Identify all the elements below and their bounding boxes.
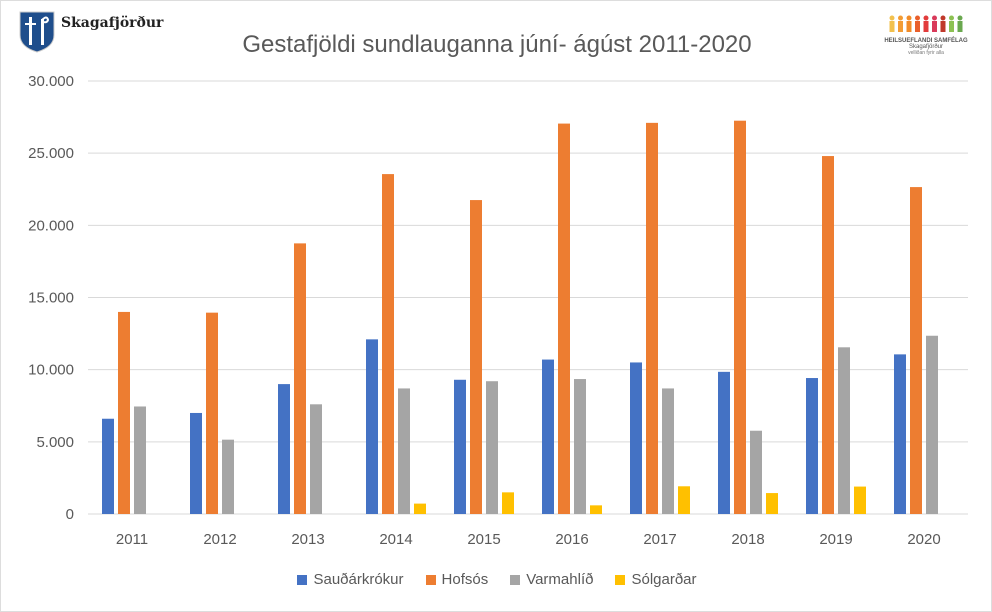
chart-title: Gestafjöldi sundlauganna júní- ágúst 201… <box>242 31 752 58</box>
logo-line: HEILSUEFLANDI SAMFÉLAG <box>884 38 968 44</box>
bar-sauðárkrókur <box>190 412 202 514</box>
people-icon <box>889 15 963 32</box>
x-tick-label: 2018 <box>731 531 764 548</box>
bar-varmahlíð <box>750 430 762 514</box>
bar-sólgarðar <box>414 503 426 514</box>
x-tick-label: 2015 <box>467 531 500 548</box>
y-tick-label: 15.000 <box>28 290 74 307</box>
bar-varmahlíð <box>486 381 498 514</box>
bar-varmahlíð <box>310 404 322 514</box>
logo-text: Skagafjörður <box>61 15 164 31</box>
skagafjordur-logo: Skagafjörður <box>19 11 163 53</box>
x-tick-label: 2013 <box>291 531 324 548</box>
bar-sauðárkrókur <box>542 359 554 514</box>
legend-swatch <box>615 574 626 585</box>
x-tick-label: 2017 <box>643 531 676 548</box>
bar-sauðárkrókur <box>630 362 642 514</box>
bar-hofsós <box>470 200 482 514</box>
bar-sauðárkrókur <box>718 371 730 514</box>
bar-varmahlíð <box>398 388 410 514</box>
x-tick-label: 2011 <box>116 531 148 548</box>
y-tick-label: 30.000 <box>28 73 74 90</box>
bar-sólgarðar <box>502 492 514 514</box>
x-tick-label: 2016 <box>555 531 588 548</box>
bar-hofsós <box>206 312 218 514</box>
bar-hofsós <box>734 120 746 515</box>
y-tick-label: 20.000 <box>28 217 74 234</box>
bar-hofsós <box>646 122 658 515</box>
bar-varmahlíð <box>222 439 234 514</box>
legend-swatch <box>297 574 308 585</box>
bar-hofsós <box>822 156 834 514</box>
x-tick-label: 2012 <box>203 531 236 548</box>
bar-sólgarðar <box>590 505 602 514</box>
bar-hofsós <box>382 174 394 514</box>
y-tick-label: 0 <box>66 506 74 523</box>
legend-label: Sólgarðar <box>631 571 697 588</box>
bar-hofsós <box>118 311 130 514</box>
x-tick-label: 2014 <box>379 531 412 548</box>
bar-sauðárkrókur <box>366 339 378 514</box>
legend-item: Sólgarðar <box>615 571 697 588</box>
y-tick-label: 5.000 <box>36 434 74 451</box>
bar-sauðárkrókur <box>894 354 906 514</box>
y-tick-label: 25.000 <box>28 145 74 162</box>
bar-sauðárkrókur <box>454 379 466 514</box>
bar-hofsós <box>558 123 570 514</box>
logo-line: Skagafjörður <box>908 44 944 50</box>
bar-sauðárkrókur <box>102 418 114 514</box>
y-tick-label: 10.000 <box>28 362 74 379</box>
coat-of-arms-icon <box>19 11 55 53</box>
bar-varmahlíð <box>838 347 850 514</box>
bar-varmahlíð <box>574 379 586 514</box>
legend-label: Sauðárkrókur <box>313 571 404 588</box>
legend-item: Hofsós <box>425 571 489 588</box>
legend-label: Varmahlíð <box>526 571 594 588</box>
x-tick-label: 2020 <box>907 531 940 548</box>
bar-sólgarðar <box>766 493 778 514</box>
bar-sólgarðar <box>678 486 690 514</box>
bar-sólgarðar <box>854 486 866 514</box>
legend-item: Sauðárkrókur <box>297 571 404 588</box>
legend: Sauðárkrókur Hofsós Varmahlíð Sólgarðar <box>1 571 991 588</box>
legend-label: Hofsós <box>441 571 489 588</box>
legend-swatch <box>510 574 521 585</box>
bar-hofsós <box>910 187 922 514</box>
legend-item: Varmahlíð <box>510 571 593 588</box>
bar-sauðárkrókur <box>806 378 818 514</box>
bar-varmahlíð <box>662 388 674 514</box>
bar-hofsós <box>294 243 306 514</box>
heilsueflandi-logo: HEILSUEFLANDI SAMFÉLAG Skagafjörður vell… <box>881 13 971 56</box>
bar-varmahlíð <box>926 335 938 514</box>
legend-swatch <box>425 574 436 585</box>
bar-sauðárkrókur <box>278 384 290 514</box>
logo-line: velliðan fyrir alla <box>908 50 944 56</box>
bar-varmahlíð <box>134 406 146 514</box>
x-tick-label: 2019 <box>819 531 852 548</box>
